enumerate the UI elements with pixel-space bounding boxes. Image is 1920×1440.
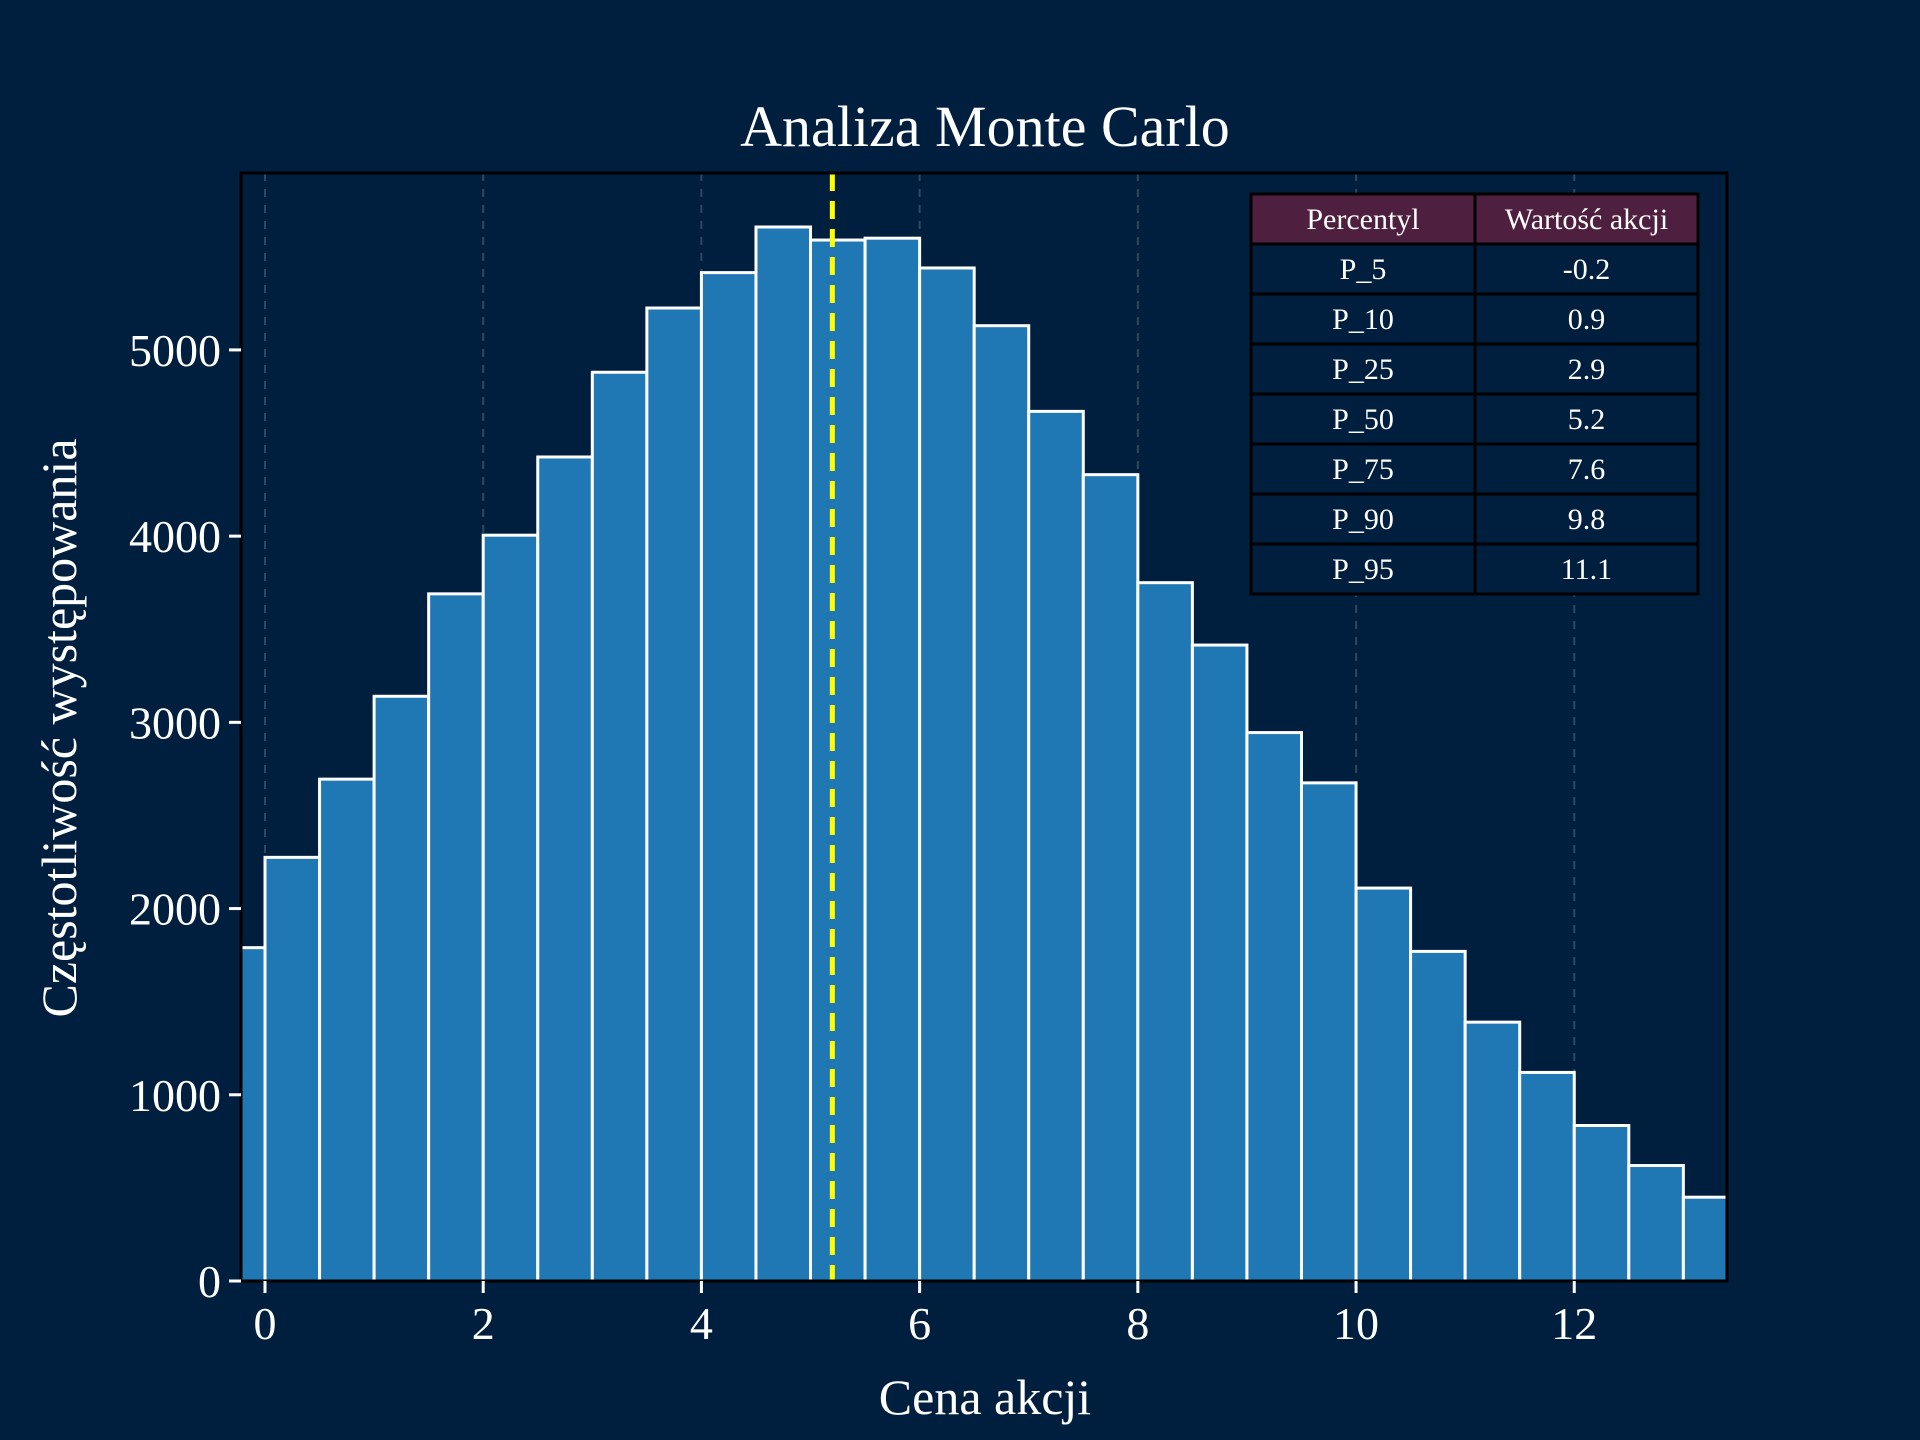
table-cell-text: P_95 [1332,553,1394,586]
histogram-bar [645,306,703,1281]
x-tick-label: 6 [908,1298,931,1349]
x-tick-label: 0 [254,1298,277,1349]
histogram-bar [481,533,540,1281]
x-tick-label: 12 [1551,1298,1597,1349]
histogram-bar [536,455,594,1281]
table-cell [1249,292,1477,346]
histogram-bar [754,225,813,1281]
x-axis-title: Cena akcji [879,1369,1091,1425]
histogram-bar [1136,581,1194,1281]
table-cell [1249,392,1477,446]
table-cell-text: 7.6 [1568,453,1606,486]
histogram-bar [699,271,758,1281]
chart-title: Analiza Monte Carlo [740,94,1230,159]
table-cell [1473,342,1700,396]
histogram-bar [1463,1020,1522,1281]
table-cell-text: 9.8 [1568,503,1606,536]
histogram-bar [1409,949,1467,1281]
x-tick-label: 8 [1126,1298,1149,1349]
histogram-bar [809,238,867,1281]
histogram-bar [372,694,431,1281]
x-tick-label: 2 [472,1298,495,1349]
histogram-bar [1027,409,1085,1281]
table-cell-text: P_10 [1332,303,1394,336]
table-cell-text: P_90 [1332,503,1394,536]
histogram-bar [1081,473,1140,1281]
histogram-bar [972,324,1031,1281]
table-cell-text: P_25 [1332,353,1394,386]
percentile-table: Percentyl Wartość akcji P_5 -0.2 P_10 0.9 P_25… [1249,192,1700,596]
y-tick-label: 3000 [129,697,221,748]
x-tick-label: 10 [1333,1298,1379,1349]
histogram-bar [1681,1195,1727,1281]
table-cell-text: 11.1 [1561,553,1612,586]
histogram-bar [1245,731,1303,1281]
table-cell-text: 5.2 [1568,403,1606,436]
table-cell [1473,292,1700,346]
histogram-bar [918,266,976,1281]
table-cell-text: 0.9 [1568,303,1606,336]
table-cell-text: P_50 [1332,403,1394,436]
table-header-text: Wartość akcji [1505,203,1668,236]
y-axis-title: Częstotliwość występowania [31,438,87,1017]
table-cell-text: P_5 [1340,253,1387,286]
histogram-bar [863,236,922,1281]
table-cell [1249,542,1477,596]
table-cell-text: P_75 [1332,453,1394,486]
y-tick-label: 5000 [129,325,221,376]
x-tick-label: 4 [690,1298,713,1349]
histogram-bar [590,370,649,1281]
table-header-text: Percentyl [1306,203,1419,236]
histogram-bar [1518,1070,1576,1281]
histogram-bar [263,855,322,1281]
plot-frame [239,171,1729,1283]
table-cell [1473,542,1700,596]
table-cell [1473,392,1700,446]
y-axis-ticks: 0 1000 2000 3000 4000 5000 [129,325,241,1307]
table-cell [1249,442,1477,496]
histogram-bar [1354,886,1413,1281]
table-header-cell [1473,192,1700,246]
histogram-bar [1572,1124,1631,1281]
table-cell [1473,492,1700,546]
histogram-bar [427,592,485,1281]
histogram-bar [1627,1164,1685,1281]
histogram-bars [241,225,1727,1281]
histogram-bar [1190,643,1249,1281]
histogram-bar [318,777,376,1281]
y-tick-label: 1000 [129,1070,221,1121]
table-cell-text: -0.2 [1563,253,1611,286]
y-tick-label: 4000 [129,511,221,562]
y-tick-label: 2000 [129,884,221,935]
table-cell-text: 2.9 [1568,353,1606,386]
y-tick-label: 0 [198,1256,221,1307]
histogram-bar [1299,781,1358,1281]
x-axis-ticks: 0 2 4 6 8 10 12 [254,1281,1597,1349]
table-cell [1473,242,1700,296]
